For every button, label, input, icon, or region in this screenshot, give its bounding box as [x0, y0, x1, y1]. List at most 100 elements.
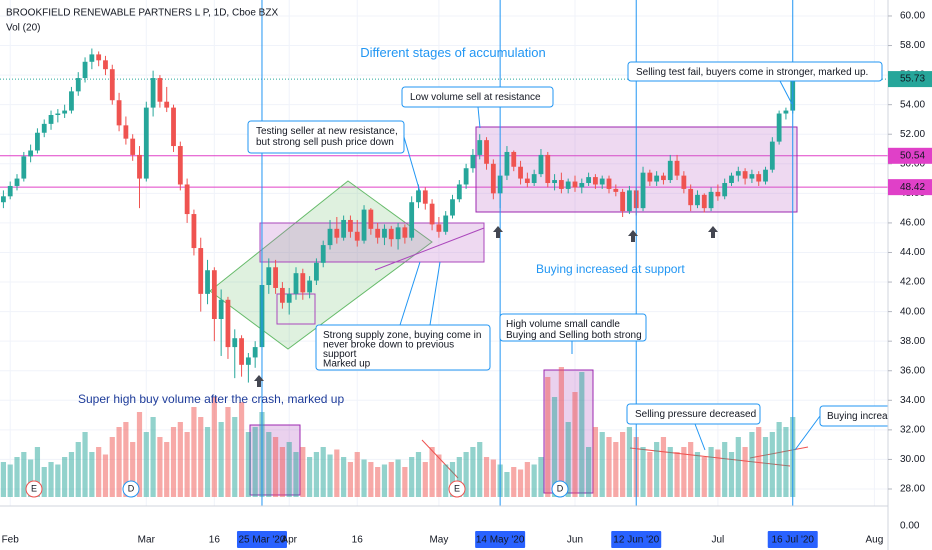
volume-bar: [102, 454, 109, 497]
volume-bar: [592, 427, 599, 497]
price-axis-panel: [888, 0, 932, 550]
candle-body: [279, 287, 285, 303]
x-tick-label: 25 Mar '20: [239, 535, 286, 546]
y-tick-label: 46.00: [900, 218, 925, 229]
volume-bar: [327, 454, 333, 497]
candle-body: [123, 125, 129, 139]
volume-bar: [756, 427, 762, 497]
arrow-up: [708, 226, 718, 238]
candle-body: [116, 100, 122, 126]
event-label: E: [454, 483, 460, 493]
candle-body: [21, 156, 27, 179]
volume-bar: [626, 427, 633, 497]
volume-bar: [538, 457, 544, 497]
annotation: Selling pressure decreased: [635, 409, 756, 420]
candle-body: [14, 178, 20, 186]
candle-body: [327, 228, 333, 246]
candle-body: [470, 154, 476, 169]
volume-bar: [456, 457, 462, 497]
volume-bar: [225, 407, 231, 497]
candle-body: [586, 177, 591, 184]
volume-bar: [143, 432, 149, 497]
volume-bar: [116, 427, 122, 497]
candle-body: [688, 188, 694, 206]
candle-body: [558, 180, 564, 189]
candle-body: [361, 209, 367, 241]
candle-body: [456, 184, 462, 200]
candle-body: [103, 60, 108, 70]
candle-body: [191, 214, 197, 249]
callout-box: [626, 403, 761, 425]
volume-bar: [579, 372, 585, 497]
volume-bar: [688, 442, 694, 497]
candle-body: [1, 196, 6, 203]
volume-bar: [776, 422, 782, 497]
volume-bar: [361, 459, 367, 497]
x-tick-label: Aug: [865, 535, 883, 546]
candle-body: [273, 267, 278, 288]
candle-body: [368, 209, 374, 229]
volume-bar: [368, 462, 374, 497]
volume-bar: [381, 464, 388, 497]
volume-bar: [722, 442, 728, 497]
supply-zone: [259, 222, 485, 263]
y-tick-label: 42.00: [900, 277, 925, 288]
candle-body: [667, 160, 673, 181]
volume-bar: [524, 462, 530, 497]
annotation-line: Marked up: [323, 358, 371, 369]
volume-bar: [150, 417, 156, 497]
callout-box: [401, 86, 554, 108]
volume-bar: [762, 437, 769, 497]
volume-bar: [75, 442, 81, 497]
annotation-line: Buying and Selling both strong: [506, 330, 642, 341]
volume-bar: [347, 462, 354, 497]
candle-body: [708, 191, 714, 209]
annotation-line: Different stages of accumulation: [360, 45, 545, 60]
candle-body: [763, 169, 768, 182]
volume-bar: [55, 464, 61, 497]
volume-bar: [14, 457, 20, 497]
volume-bar: [477, 442, 483, 497]
volume-bar: [606, 437, 612, 497]
volume-bar: [613, 442, 619, 497]
volume-bar: [354, 452, 360, 497]
event-badge: [551, 480, 569, 498]
volume-bar: [96, 447, 102, 497]
y-tick-label: 60.00: [900, 11, 925, 22]
pointer: [399, 261, 421, 326]
annotation-line: but strong sell push price down: [256, 137, 394, 148]
candle-body: [218, 299, 224, 320]
candle-body: [429, 203, 435, 225]
volume-bar: [436, 454, 442, 497]
candle-body: [307, 280, 313, 293]
volume-bar: [177, 422, 183, 497]
event-badge: [448, 480, 466, 498]
volume-bar: [511, 467, 517, 497]
candle-body: [334, 228, 340, 238]
volume-bar: [415, 452, 422, 497]
candle-body: [402, 227, 408, 238]
candle-body: [776, 113, 782, 142]
volume-bar: [164, 442, 170, 497]
volume-bar: [130, 442, 136, 497]
candle-body: [681, 175, 687, 189]
volume-bar: [307, 457, 313, 497]
x-tick-label: 16: [352, 535, 364, 546]
candle-body: [143, 107, 149, 179]
volume-bar: [157, 437, 163, 497]
price-tag: [888, 71, 932, 88]
annotation: Selling test fail, buyers come in strong…: [636, 67, 868, 78]
candle-body: [511, 151, 517, 167]
candle-body: [300, 273, 306, 293]
volume-bar: [341, 457, 347, 497]
candle-body: [756, 174, 762, 182]
candle-body: [225, 299, 231, 348]
volume-bar: [504, 472, 510, 497]
candle-body: [484, 140, 489, 164]
annotation: High volume small candle Buying and Selli…: [506, 319, 642, 341]
event-label: E: [31, 483, 37, 493]
candle-body: [504, 151, 510, 176]
volume-bar: [783, 427, 789, 497]
annotation: Strong supply zone, buying come in never …: [323, 330, 481, 370]
